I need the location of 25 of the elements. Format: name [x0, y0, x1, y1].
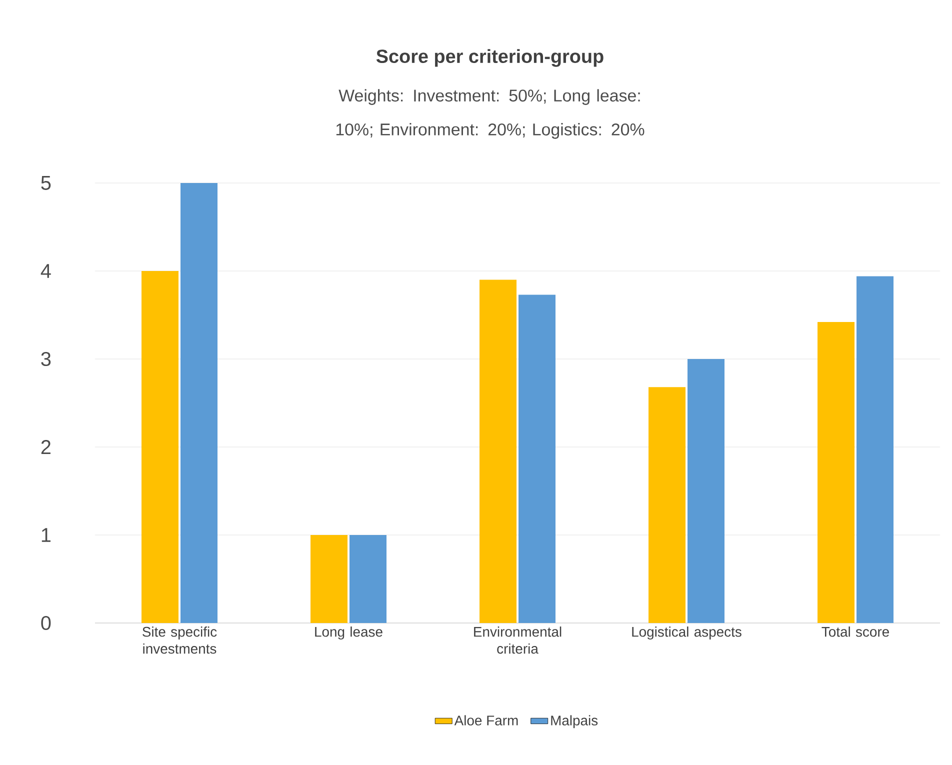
x-tick-label: Total score	[822, 626, 889, 637]
x-tick-label: Site specific investments	[142, 626, 217, 654]
x-tick-label: Logistical aspects	[632, 626, 742, 640]
legend-label: Malpais	[551, 715, 598, 728]
y-tick-label: 5	[41, 176, 51, 190]
y-tick-label: 2	[41, 440, 50, 454]
bar	[856, 276, 894, 623]
bar	[648, 387, 686, 623]
bar	[310, 535, 348, 623]
bar	[180, 183, 218, 623]
bar	[350, 535, 386, 623]
x-tick-label: Long lease	[315, 626, 382, 640]
chart-subtitle: Weights: Investment: 50%; Long lease: 10%; Environment: 20%; Logistics: 20%	[336, 89, 644, 139]
bar	[688, 359, 725, 623]
y-tick-label: 1	[42, 528, 51, 542]
legend-label: Aloe Farm	[454, 715, 518, 726]
x-tick-label: Environmental criteria	[474, 626, 562, 654]
y-tick-label: 3	[41, 352, 51, 366]
bar	[480, 280, 517, 623]
bar	[142, 271, 179, 623]
bar	[818, 322, 855, 623]
bar	[518, 294, 556, 623]
y-tick-label: 0	[41, 616, 51, 630]
chart-title: Score per criterion-group	[376, 49, 604, 67]
y-tick-label: 4	[40, 264, 51, 278]
